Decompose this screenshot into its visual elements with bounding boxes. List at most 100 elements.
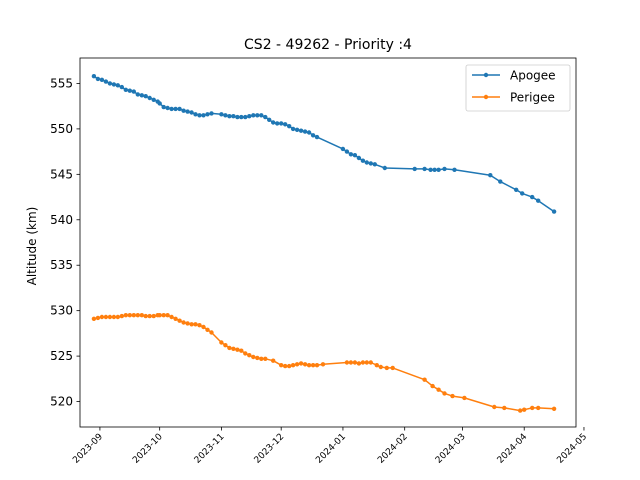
apogee-point (205, 112, 210, 117)
perigee-point (219, 340, 224, 345)
perigee-point (197, 323, 202, 328)
apogee-point (173, 106, 178, 112)
apogee-point (412, 166, 417, 172)
apogee-point (372, 162, 377, 167)
apogee-point (382, 165, 387, 171)
perigee-point (390, 365, 395, 371)
apogee-point (310, 133, 316, 138)
perigee-point (290, 363, 296, 368)
apogee-legend-label: Apogee (510, 69, 556, 83)
perigee-point (165, 313, 170, 318)
perigee-point (492, 404, 497, 410)
perigee-legend-label: Perigee (510, 91, 555, 105)
perigee-point (436, 387, 441, 392)
apogee-point (143, 94, 148, 99)
perigee-point (103, 314, 109, 320)
perigee-point (422, 377, 427, 382)
perigee-point (287, 363, 292, 369)
apogee-point (165, 105, 170, 111)
perigee-point (364, 360, 369, 365)
apogee-point (231, 114, 236, 119)
apogee-point (488, 173, 493, 178)
apogee-point (197, 113, 202, 118)
perigee-point (239, 348, 244, 353)
apogee-point (442, 166, 447, 172)
apogee-point (131, 89, 136, 94)
perigee-point (243, 351, 248, 356)
apogee-point (530, 194, 535, 200)
apogee-point (193, 112, 198, 117)
perigee-legend-marker (483, 94, 489, 100)
apogee-point (135, 92, 140, 97)
apogee-point (306, 130, 312, 135)
perigee-point (430, 383, 435, 389)
perigee-point (259, 356, 264, 361)
apogee-point (514, 187, 519, 192)
perigee-point (298, 361, 304, 366)
perigee-point (352, 360, 358, 365)
apogee-point (189, 110, 194, 115)
series-layer (91, 74, 557, 413)
apogee-point (279, 121, 284, 126)
apogee-point (123, 87, 128, 93)
perigee-point (235, 347, 240, 352)
perigee-point (462, 395, 467, 401)
y-tick-label: 555 (50, 76, 73, 90)
perigee-series (91, 313, 557, 413)
y-axis-title: Altitude (km) (25, 207, 39, 286)
apogee-point (271, 120, 276, 125)
apogee-point (348, 152, 354, 157)
perigee-point (551, 406, 557, 411)
apogee-point (235, 114, 240, 120)
apogee-point (290, 126, 296, 132)
y-tick-label: 545 (50, 167, 73, 181)
apogee-point (368, 161, 373, 166)
apogee-point (352, 153, 358, 158)
apogee-point (99, 77, 105, 83)
apogee-point (139, 93, 144, 98)
perigee-point (502, 405, 507, 411)
perigee-point (119, 313, 125, 319)
apogee-point (111, 82, 117, 87)
perigee-point (157, 313, 162, 318)
apogee-point (267, 117, 272, 123)
perigee-point (135, 313, 140, 318)
perigee-point (173, 316, 178, 321)
perigee-point (247, 353, 252, 358)
perigee-point (107, 314, 113, 320)
apogee-point (432, 167, 437, 172)
apogee-point (115, 83, 121, 88)
perigee-point (348, 360, 354, 365)
legend: Apogee Perigee (465, 64, 571, 112)
apogee-point (209, 111, 214, 116)
apogee-point (181, 108, 186, 113)
perigee-point (314, 363, 320, 368)
apogee-point (364, 160, 369, 165)
perigee-point (209, 330, 214, 335)
perigee-point (442, 391, 447, 396)
perigee-point (360, 360, 366, 365)
apogee-point (239, 114, 244, 120)
perigee-point (310, 363, 316, 368)
apogee-point (520, 191, 525, 196)
perigee-point (518, 408, 523, 413)
apogee-point (127, 88, 132, 93)
perigee-point (161, 313, 166, 318)
perigee-point (201, 324, 206, 330)
perigee-point (251, 354, 256, 360)
perigee-point (189, 322, 194, 327)
perigee-point (283, 363, 288, 369)
perigee-point (450, 393, 455, 399)
y-tick-label: 520 (50, 395, 73, 409)
perigee-point (205, 327, 210, 332)
apogee-point (302, 129, 308, 134)
apogee-point (95, 76, 101, 82)
apogee-point (344, 149, 350, 154)
apogee-point (356, 155, 362, 161)
perigee-point (95, 315, 101, 321)
apogee-point (294, 127, 300, 132)
perigee-point (115, 314, 121, 320)
perigee-point (139, 313, 144, 318)
perigee-point (231, 346, 236, 351)
